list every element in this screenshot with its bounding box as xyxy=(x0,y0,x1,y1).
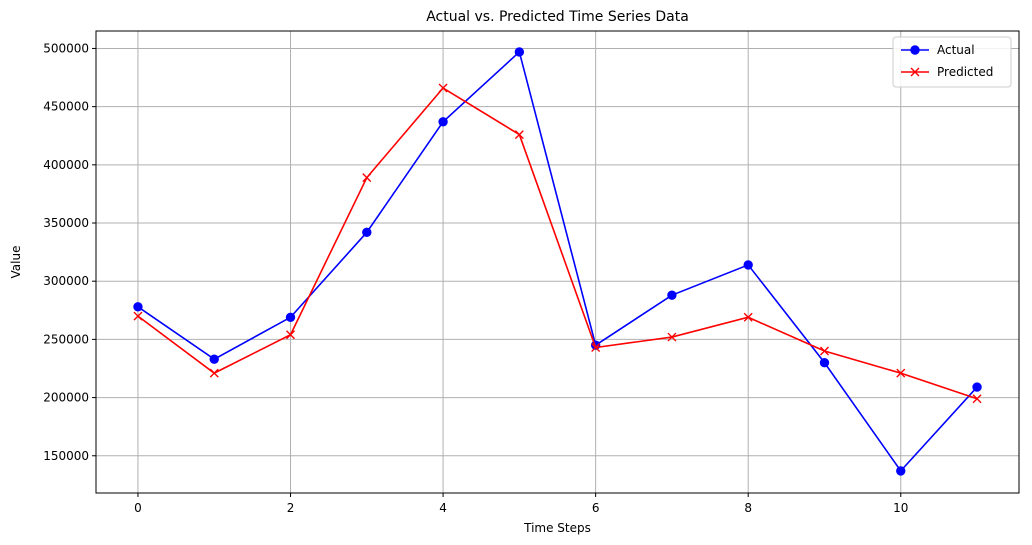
y-axis-label: Value xyxy=(9,246,23,279)
predicted-point xyxy=(209,368,219,378)
predicted-point xyxy=(591,343,601,353)
predicted-point-stroke xyxy=(972,394,982,404)
x-axis-ticks: 0 2 4 6 8 10 xyxy=(134,493,908,515)
predicted-point xyxy=(667,332,677,342)
predicted-point xyxy=(896,368,906,378)
predicted-point-stroke xyxy=(667,332,677,342)
legend-item-predicted: Predicted xyxy=(901,65,993,79)
y-tick-label: 150000 xyxy=(43,449,89,463)
legend: Actual Predicted xyxy=(892,36,1012,88)
legend-label-predicted: Predicted xyxy=(937,65,993,79)
plot-frame xyxy=(95,30,1020,494)
y-tick-label: 450000 xyxy=(43,100,89,114)
predicted-point xyxy=(743,312,753,322)
actual-line xyxy=(137,50,978,473)
legend-label-actual: Actual xyxy=(937,43,975,57)
y-tick-label: 400000 xyxy=(43,158,89,172)
y-tick-label: 250000 xyxy=(43,332,89,346)
y-tick-label: 200000 xyxy=(43,391,89,405)
chart-title: Actual vs. Predicted Time Series Data xyxy=(426,9,689,25)
actual-point xyxy=(514,47,525,57)
predicted-point xyxy=(438,83,448,93)
y-tick-label: 500000 xyxy=(43,41,89,55)
predicted-point-stroke xyxy=(591,343,601,353)
legend-marker-predicted xyxy=(910,67,920,77)
actual-point xyxy=(743,260,753,270)
x-tick-label: 4 xyxy=(439,501,447,515)
x-tick-label: 0 xyxy=(134,501,142,515)
legend-item-actual: Actual xyxy=(901,43,975,57)
predicted-point-stroke xyxy=(896,368,906,378)
predicted-point-stroke xyxy=(209,368,219,378)
actual-point xyxy=(285,312,296,322)
predicted-point xyxy=(514,130,524,140)
actual-point xyxy=(362,227,372,238)
predicted-point-stroke xyxy=(819,346,829,356)
actual-point xyxy=(972,382,982,392)
predicted-point xyxy=(819,346,829,356)
predicted-point-stroke xyxy=(286,330,296,340)
predicted-point-stroke xyxy=(133,311,143,321)
predicted-point xyxy=(133,311,143,321)
x-tick-label: 8 xyxy=(744,501,752,515)
y-tick-label: 350000 xyxy=(43,216,89,230)
predicted-point-stroke xyxy=(438,83,448,93)
predicted-point xyxy=(972,394,982,404)
x-tick-label: 2 xyxy=(287,501,295,515)
x-tick-label: 10 xyxy=(893,501,908,515)
actual-point xyxy=(133,302,143,312)
actual-point xyxy=(438,117,448,127)
legend-marker-actual xyxy=(910,45,920,55)
predicted-point xyxy=(362,173,372,183)
y-tick-label: 300000 xyxy=(43,274,89,288)
actual-point xyxy=(896,466,906,476)
grid xyxy=(96,31,1019,493)
predicted-line xyxy=(137,86,978,400)
series-layer xyxy=(133,47,982,476)
predicted-point-stroke xyxy=(743,312,753,322)
x-tick-label: 6 xyxy=(592,501,600,515)
predicted-point xyxy=(286,330,296,340)
legend-marker-predicted-stroke xyxy=(910,67,920,77)
actual-point xyxy=(819,357,830,368)
series-actual xyxy=(133,47,982,476)
y-axis-ticks: 150000 200000 250000 300000 350000 400000 4500… xyxy=(43,41,96,463)
series-predicted xyxy=(133,83,982,404)
predicted-point-stroke xyxy=(514,130,524,140)
predicted-point-stroke xyxy=(362,173,372,183)
x-axis-label: Time Steps xyxy=(523,521,591,535)
actual-point xyxy=(209,354,219,364)
actual-point xyxy=(667,290,677,300)
